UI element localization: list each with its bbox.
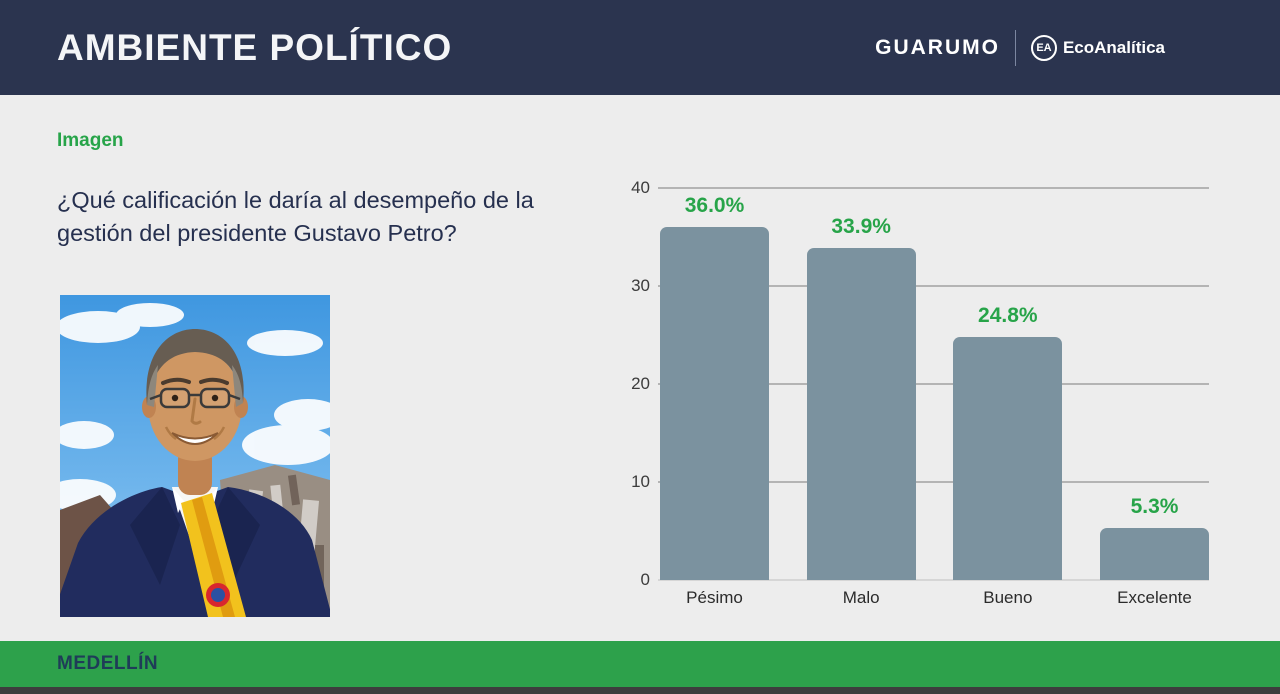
logo-divider	[1014, 29, 1016, 66]
header-bar: AMBIENTE POLÍTICO GUARUMO EA EcoAnalític…	[0, 0, 1280, 95]
page-title: AMBIENTE POLÍTICO	[57, 26, 453, 68]
y-tick-label: 40	[631, 178, 650, 197]
bar-pésimo	[660, 227, 769, 580]
bar-value-label: 5.3%	[1130, 495, 1179, 519]
bar-value-label: 36.0%	[684, 194, 745, 218]
category-label: Bueno	[983, 588, 1033, 607]
brand-logos: GUARUMO EA EcoAnalítica	[875, 29, 1165, 66]
ecoanalitica-icon: EA	[1030, 34, 1057, 61]
y-tick-label: 30	[631, 276, 650, 295]
bar-value-label: 24.8%	[978, 303, 1038, 327]
guarumo-logo: GUARUMO	[875, 35, 1000, 59]
gridline	[658, 579, 1209, 581]
city-label: MEDELLÍN	[57, 653, 159, 674]
section-label: Imagen	[57, 130, 124, 151]
y-tick-label: 10	[631, 472, 650, 491]
gridline	[658, 383, 1209, 385]
bottom-strip	[0, 687, 1280, 694]
bar-value-label: 33.9%	[831, 214, 891, 238]
category-label: Excelente	[1117, 588, 1192, 607]
gridline	[658, 187, 1209, 189]
footer-bar: MEDELLÍN	[0, 641, 1280, 687]
gridline	[658, 285, 1209, 287]
y-tick-label: 20	[631, 374, 650, 393]
ecoanalitica-logo: EA EcoAnalítica	[1030, 34, 1165, 61]
y-tick-label: 0	[640, 570, 650, 589]
petro-photo	[60, 295, 330, 617]
ecoanalitica-label: EcoAnalítica	[1062, 37, 1165, 57]
bar-excelente	[1100, 528, 1209, 580]
category-label: Malo	[842, 588, 880, 607]
survey-question: ¿Qué calificación le daría al desempeño …	[57, 187, 534, 246]
gridline	[658, 481, 1209, 483]
bar-malo	[806, 247, 916, 580]
petro-portrait-illustration	[60, 295, 330, 617]
category-label: Pésimo	[686, 588, 743, 607]
bar-bueno	[953, 336, 1063, 580]
